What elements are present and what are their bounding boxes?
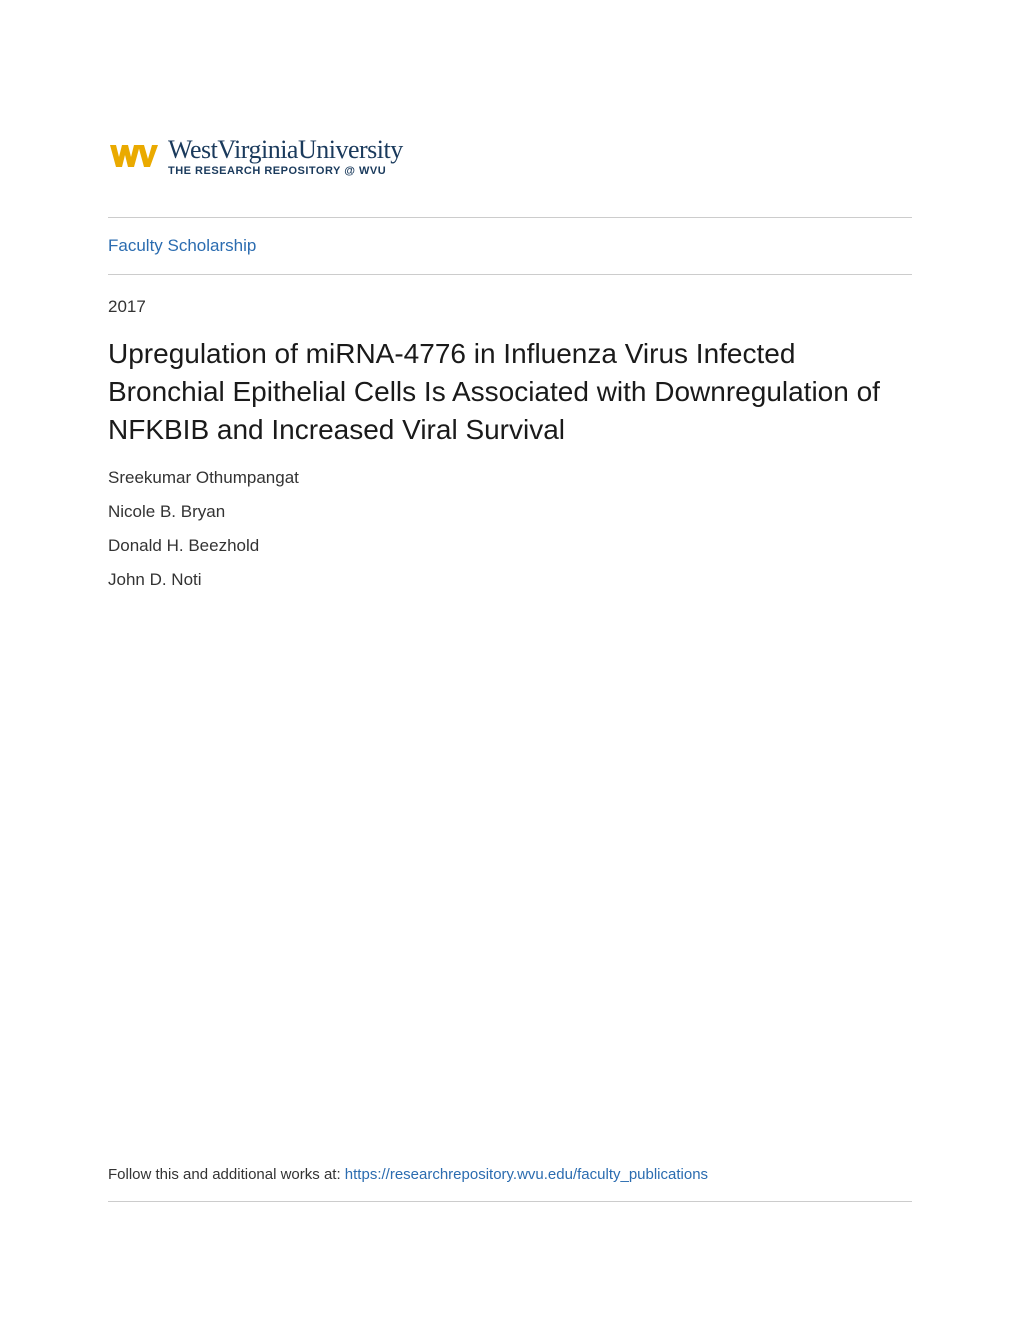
logo-text-container: WestVirginiaUniversity THE RESEARCH REPO… [168, 135, 403, 177]
author-name: John D. Noti [108, 570, 912, 590]
page-container: WestVirginiaUniversity THE RESEARCH REPO… [0, 0, 1020, 590]
repository-subtitle: THE RESEARCH REPOSITORY @ WVU [168, 165, 403, 177]
author-name: Sreekumar Othumpangat [108, 468, 912, 488]
divider-footer [108, 1201, 912, 1202]
footer-section: Follow this and additional works at: htt… [108, 1166, 912, 1202]
follow-prefix: Follow this and additional works at: [108, 1166, 345, 1183]
authors-section: Sreekumar Othumpangat Nicole B. Bryan Do… [108, 468, 912, 590]
faculty-scholarship-link[interactable]: Faculty Scholarship [108, 236, 256, 255]
wvu-logo-icon [108, 137, 158, 175]
publication-year: 2017 [108, 297, 912, 317]
publication-title: Upregulation of miRNA-4776 in Influenza … [108, 335, 912, 448]
university-name: WestVirginiaUniversity [168, 135, 403, 165]
author-name: Nicole B. Bryan [108, 502, 912, 522]
logo-section: WestVirginiaUniversity THE RESEARCH REPO… [108, 135, 912, 177]
follow-text: Follow this and additional works at: htt… [108, 1166, 912, 1183]
repository-url-link[interactable]: https://researchrepository.wvu.edu/facul… [345, 1166, 708, 1183]
breadcrumb-section: Faculty Scholarship [108, 218, 912, 274]
divider-breadcrumb [108, 274, 912, 275]
author-name: Donald H. Beezhold [108, 536, 912, 556]
